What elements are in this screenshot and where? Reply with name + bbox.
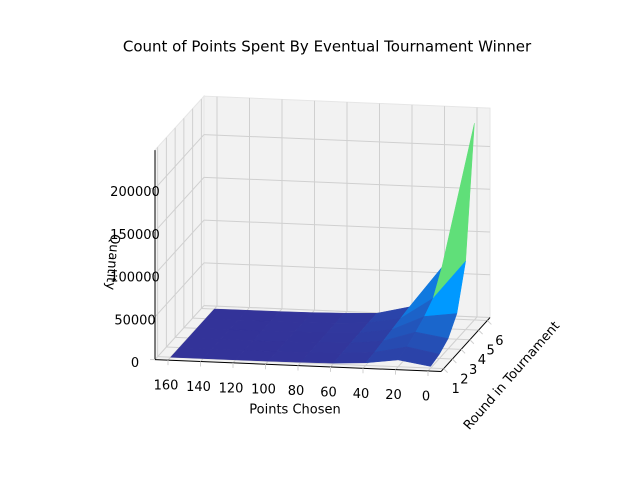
x-tick-label: 40	[353, 387, 370, 402]
y-tick-label: 4	[478, 353, 486, 368]
y-tick	[452, 358, 457, 364]
chart-title: Count of Points Spent By Eventual Tourna…	[123, 38, 532, 56]
z-axis-label: Quantity	[102, 233, 122, 291]
z-tick-label: 150000	[110, 228, 160, 243]
y-tick	[478, 329, 483, 335]
y-tick-label: 1	[451, 382, 459, 397]
x-tick-label: 100	[251, 383, 276, 398]
y-axis	[440, 317, 491, 372]
x-tick-label: 60	[320, 385, 337, 400]
x-tick-label: 0	[422, 390, 430, 405]
y-tick-label: 6	[495, 334, 503, 349]
grid-line	[203, 134, 491, 148]
y-tick	[487, 320, 492, 325]
y-tick-label: 3	[469, 363, 477, 378]
y-tick-label: 5	[486, 344, 494, 359]
x-tick-label: 20	[385, 388, 402, 403]
z-tick-label: 0	[131, 356, 139, 371]
grid-line	[154, 219, 205, 275]
x-tick-label: 140	[186, 380, 211, 395]
grid-line	[154, 305, 205, 360]
grid-line	[427, 316, 478, 372]
x-tick-label: 160	[154, 379, 179, 394]
x-tick-label: 120	[219, 381, 244, 396]
y-tick-label: 2	[460, 373, 468, 388]
grid-line	[154, 134, 205, 189]
y-tick	[443, 368, 448, 374]
z-tick-label: 100000	[110, 271, 160, 286]
grid-line	[154, 262, 205, 318]
x-axis-label: Points Chosen	[249, 403, 340, 418]
y-tick	[460, 349, 466, 354]
grid-line	[154, 177, 205, 232]
z-tick-label: 50000	[114, 313, 155, 328]
grid-line	[203, 219, 491, 233]
x-tick-label: 80	[288, 384, 305, 399]
y-tick	[469, 339, 475, 345]
surface-patch	[397, 346, 440, 367]
z-tick-label: 200000	[110, 185, 160, 200]
grid-line	[203, 176, 491, 190]
